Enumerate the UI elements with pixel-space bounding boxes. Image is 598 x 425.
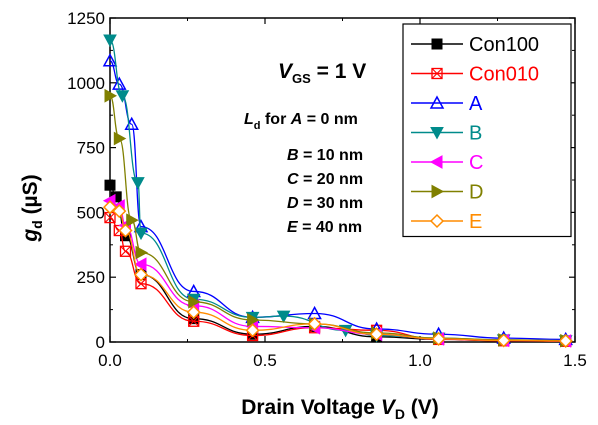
- y-tick-label: 0: [96, 333, 105, 352]
- legend-label: Con010: [469, 64, 539, 86]
- x-tick-label: 0.0: [98, 351, 122, 370]
- data-point: [119, 245, 132, 257]
- legend-marker: [431, 184, 445, 199]
- data-point: [369, 327, 384, 342]
- y-tick-label: 1000: [67, 74, 105, 93]
- legend-marker: [430, 127, 444, 140]
- data-point: [113, 131, 127, 146]
- x-tick-label: 1.5: [563, 351, 587, 370]
- data-point: [307, 316, 322, 331]
- data-point: [112, 204, 127, 219]
- series-e: [102, 200, 573, 349]
- legend-label: D: [469, 182, 483, 204]
- legend-marker: [431, 38, 443, 50]
- y-tick-label: 250: [77, 268, 105, 287]
- data-point: [102, 200, 118, 215]
- annotations: VGS = 1 V Ld for A = 0 nm B = 10 nm C = …: [244, 60, 366, 236]
- data-point: [245, 323, 260, 338]
- annotation-c: C = 20 nm: [287, 171, 363, 188]
- annotation-ld: Ld for A = 0 nm: [244, 111, 358, 132]
- x-tick-label: 1.0: [408, 351, 432, 370]
- legend-item-con010: Con010: [411, 64, 539, 86]
- data-point: [131, 177, 145, 190]
- legend-marker: [429, 95, 445, 109]
- data-point: [431, 331, 446, 346]
- data-point: [103, 34, 117, 48]
- y-tick-label: 1250: [67, 9, 105, 28]
- legend-item-con100: Con100: [411, 34, 539, 56]
- data-point: [104, 179, 116, 191]
- data-point: [104, 88, 118, 103]
- annotation-d: D = 30 nm: [287, 195, 363, 212]
- legend-item-d: D: [411, 182, 483, 204]
- legend-label: E: [469, 211, 482, 233]
- data-point: [188, 294, 201, 309]
- legend-item-b: B: [411, 123, 482, 145]
- annotation-vgs: VGS = 1 V: [278, 60, 366, 86]
- annotation-e: E = 40 nm: [287, 219, 362, 236]
- data-point: [186, 305, 201, 320]
- legend-marker: [429, 155, 443, 169]
- x-tick-label: 0.5: [253, 351, 277, 370]
- legend-marker: [431, 67, 443, 80]
- data-point: [118, 223, 133, 238]
- legend-label: B: [469, 123, 482, 145]
- data-point: [133, 257, 147, 272]
- data-point: [134, 227, 148, 241]
- annotation-b: B = 10 nm: [287, 147, 363, 164]
- data-point: [102, 53, 118, 67]
- legend-label: C: [469, 152, 483, 174]
- data-point: [247, 313, 260, 327]
- data-point: [276, 310, 291, 324]
- legend-box: [402, 23, 572, 238]
- series-layer: [102, 34, 573, 349]
- legend-item-e: E: [411, 211, 482, 233]
- legend-item-a: A: [411, 93, 483, 115]
- y-tick-label: 750: [77, 139, 105, 158]
- y-axis-label: gd (µS): [19, 174, 45, 242]
- legend-label: Con100: [469, 34, 539, 56]
- y-tick-label: 500: [77, 203, 105, 222]
- x-axis-label: Drain Voltage VD (V): [241, 396, 439, 422]
- data-point: [135, 245, 149, 260]
- data-point: [133, 267, 149, 282]
- data-point: [126, 213, 139, 228]
- data-point: [558, 333, 573, 349]
- data-point: [115, 90, 130, 103]
- legend-label: A: [469, 93, 483, 115]
- data-point: [496, 333, 511, 348]
- legend-item-c: C: [411, 152, 483, 174]
- legend-marker: [429, 213, 445, 229]
- axis-ticks: 0.0 0.5 1.0 1.5 0 250 500 750 1000 1250: [67, 9, 587, 370]
